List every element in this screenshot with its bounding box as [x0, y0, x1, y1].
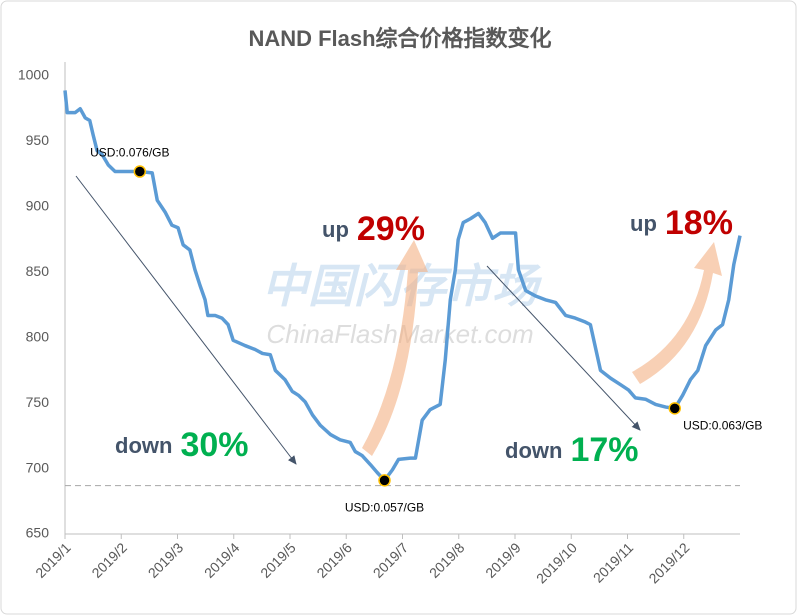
annotation-change: 30%	[180, 426, 248, 464]
y-tick-label: 700	[26, 459, 50, 475]
y-tick-label: 900	[26, 198, 50, 214]
annotation: up 18%	[630, 204, 733, 242]
y-tick-label: 800	[26, 328, 50, 344]
price-point	[378, 474, 391, 487]
annotation: down 30%	[115, 426, 249, 464]
annotation-change: 29%	[357, 210, 425, 248]
annotation-direction: up	[322, 217, 349, 242]
chart-title: NAND Flash综合价格指数变化	[248, 26, 551, 51]
y-tick-label: 750	[26, 394, 50, 410]
up-arrow	[632, 242, 722, 384]
annotation-change: 17%	[570, 431, 638, 469]
y-tick-label: 950	[26, 132, 50, 148]
price-point	[133, 165, 147, 178]
annotation: down 17%	[505, 431, 639, 469]
up-arrow	[362, 240, 428, 456]
y-tick-label: 1000	[18, 67, 49, 83]
trend-arrow	[486, 265, 641, 431]
trend-arrow	[75, 175, 297, 465]
point-label: USD:0.057/GB	[345, 501, 424, 515]
annotation: up 29%	[322, 210, 425, 248]
annotation-change: 18%	[665, 204, 733, 242]
point-label: USD:0.076/GB	[90, 146, 169, 160]
annotation-direction: down	[505, 438, 562, 463]
y-tick-label: 650	[26, 525, 50, 541]
annotation-direction: up	[630, 211, 657, 236]
annotation-direction: down	[115, 433, 172, 458]
point-label: USD:0.063/GB	[683, 419, 762, 433]
price-point	[668, 402, 681, 415]
y-tick-label: 850	[26, 263, 50, 279]
